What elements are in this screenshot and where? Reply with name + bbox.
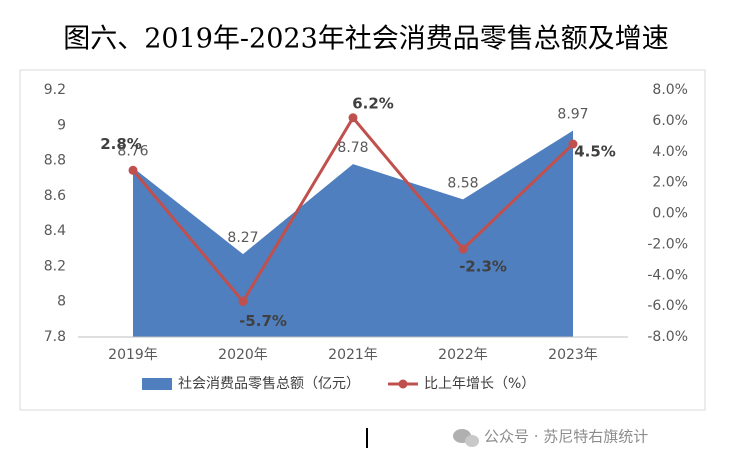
line-marker	[348, 113, 358, 123]
x-tick-label: 2023年	[548, 347, 598, 363]
x-tick-label: 2022年	[438, 347, 488, 363]
y-tick-label: 8.4	[44, 223, 66, 239]
x-tick-label: 2019年	[108, 347, 158, 363]
x-tick-label: 2020年	[218, 347, 268, 363]
data-label: 8.76	[117, 144, 148, 160]
chart-frame	[19, 69, 706, 411]
y2-tick-label: 8.0%	[652, 82, 688, 98]
watermark: 公众号 · 苏尼特右旗统计	[484, 428, 648, 446]
y2-tick-label: 2.0%	[652, 175, 688, 191]
chart-title: 图六、2019年-2023年社会消费品零售总额及增速	[63, 24, 669, 55]
line-marker	[128, 165, 138, 175]
data-label: 8.97	[557, 107, 588, 123]
y-tick-label: 8	[57, 294, 66, 310]
y2-tick-label: -2.0%	[647, 236, 688, 252]
data-label: -5.7%	[239, 312, 287, 330]
line-marker	[238, 296, 248, 306]
y2-tick-label: -4.0%	[647, 267, 688, 283]
y2-tick-label: 6.0%	[652, 113, 688, 129]
y2-tick-label: 4.0%	[652, 144, 688, 160]
data-label: 4.5%	[574, 143, 616, 161]
y-tick-label: 8.8	[44, 153, 66, 169]
y2-tick-label: 0.0%	[652, 206, 688, 222]
watermark-icon	[453, 429, 479, 447]
data-label: -2.3%	[459, 258, 507, 276]
y2-tick-label: -8.0%	[647, 329, 688, 345]
y-tick-label: 9.2	[44, 82, 66, 98]
legend-swatch	[142, 378, 172, 390]
y-tick-label: 8.2	[44, 258, 66, 274]
y-tick-label: 7.8	[44, 329, 66, 345]
data-label: 8.27	[227, 230, 258, 246]
legend-label: 比上年增长（%）	[424, 376, 535, 392]
data-label: 8.78	[337, 140, 368, 156]
y2-tick-label: -6.0%	[647, 298, 688, 314]
legend-swatch	[398, 379, 408, 389]
y-tick-label: 8.6	[44, 188, 66, 204]
data-label: 8.58	[447, 175, 478, 191]
line-marker	[568, 139, 578, 149]
data-label: 6.2%	[352, 94, 394, 112]
legend-label: 社会消费品零售总额（亿元）	[178, 376, 360, 392]
y-tick-label: 9	[57, 117, 66, 133]
line-marker	[458, 244, 468, 254]
data-label: 2.8%	[100, 135, 142, 153]
area	[133, 130, 573, 337]
x-tick-label: 2021年	[328, 347, 378, 363]
